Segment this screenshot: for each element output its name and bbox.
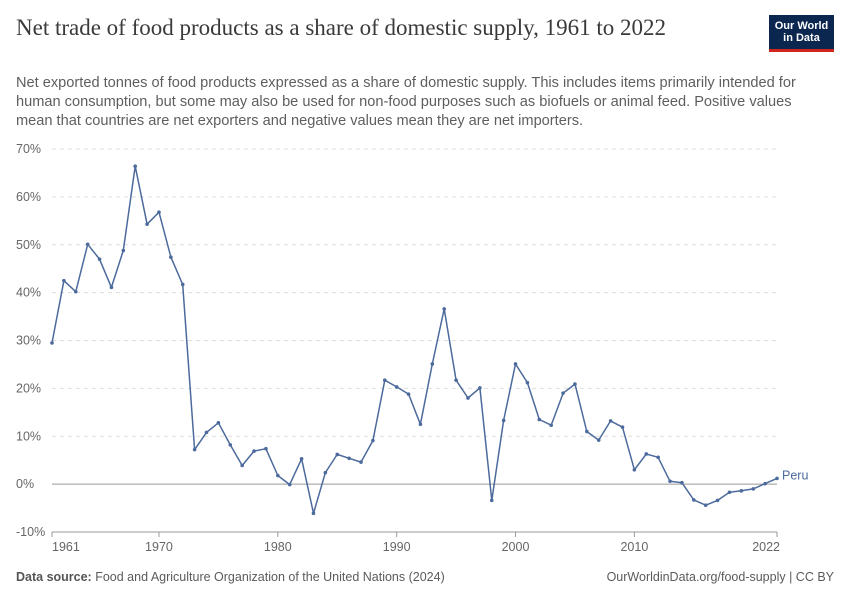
data-point xyxy=(751,487,756,491)
y-axis-tick-labels: -10% 0% 10% 20% 30% 40% 50% 60% 70% xyxy=(16,142,45,539)
y-tick-label: 30% xyxy=(16,334,41,348)
data-point xyxy=(549,423,553,428)
data-point xyxy=(585,429,589,434)
data-point xyxy=(204,430,209,435)
data-point xyxy=(216,421,221,425)
source-text: Food and Agriculture Organization of the… xyxy=(95,570,445,584)
data-point xyxy=(192,447,197,452)
data-point xyxy=(299,456,304,461)
series-label-peru: Peru xyxy=(782,468,808,482)
data-point xyxy=(335,452,340,457)
data-point xyxy=(537,417,542,422)
data-point xyxy=(763,481,767,486)
data-point xyxy=(264,446,268,451)
data-point xyxy=(228,443,233,447)
data-point xyxy=(180,282,185,287)
y-tick-label: 20% xyxy=(16,381,41,395)
data-point xyxy=(561,391,565,395)
data-point xyxy=(347,456,351,461)
data-point xyxy=(73,289,78,294)
y-tick-label: 60% xyxy=(16,190,41,204)
data-point xyxy=(169,255,173,259)
data-point xyxy=(727,490,732,495)
x-tick-label: 1961 xyxy=(52,540,80,554)
footer-link[interactable]: OurWorldinData.org/food-supply | CC BY xyxy=(606,570,834,584)
x-tick-label: 1980 xyxy=(264,540,292,554)
data-point xyxy=(466,396,470,400)
series-peru: Peru xyxy=(50,164,808,516)
x-tick-label: 2010 xyxy=(620,540,648,554)
data-point xyxy=(311,511,316,516)
data-point xyxy=(620,425,625,429)
data-point xyxy=(252,449,256,453)
data-point xyxy=(489,498,494,503)
data-point xyxy=(680,480,684,485)
data-point xyxy=(85,242,90,247)
y-tick-label: 10% xyxy=(16,429,41,443)
data-point xyxy=(525,380,530,385)
data-point xyxy=(739,489,744,493)
data-point xyxy=(382,378,387,383)
data-point xyxy=(703,503,708,507)
x-tick-label: 2022 xyxy=(752,540,780,554)
data-point xyxy=(109,285,114,290)
x-axis: 1961 1970 1980 1990 2000 2010 2022 xyxy=(51,531,780,554)
data-point xyxy=(644,452,649,456)
data-point xyxy=(418,422,423,427)
data-point xyxy=(157,210,161,214)
data-point xyxy=(276,473,280,478)
data-point xyxy=(478,386,482,390)
data-point xyxy=(430,362,435,366)
logo-line-1: Our World xyxy=(774,20,829,32)
footer-source: Data source: Food and Agriculture Organi… xyxy=(16,570,445,584)
data-point xyxy=(323,470,328,475)
data-point xyxy=(145,222,149,226)
data-point xyxy=(668,479,672,484)
data-point xyxy=(632,467,637,472)
data-point xyxy=(454,378,458,383)
data-point xyxy=(287,482,292,487)
data-point xyxy=(50,341,54,345)
y-tick-label: 50% xyxy=(16,238,41,252)
y-tick-label: 70% xyxy=(16,142,41,156)
data-point xyxy=(62,278,66,283)
data-point xyxy=(513,362,518,366)
data-point xyxy=(406,392,411,396)
x-tick-label: 1990 xyxy=(383,540,411,554)
data-point xyxy=(596,438,601,442)
data-point xyxy=(501,418,506,423)
logo-line-2: in Data xyxy=(783,32,820,44)
data-point xyxy=(775,476,779,481)
data-point xyxy=(97,257,102,261)
data-point xyxy=(608,419,613,423)
chart-title: Net trade of food products as a share of… xyxy=(16,15,667,40)
x-tick-label: 1970 xyxy=(145,540,173,554)
y-tick-label: -10% xyxy=(16,525,45,539)
owid-logo[interactable]: Our World in Data xyxy=(769,15,834,52)
data-point xyxy=(133,164,137,169)
data-point xyxy=(371,438,375,443)
data-point xyxy=(442,307,447,311)
chart-subtitle: Net exported tonnes of food products exp… xyxy=(16,75,796,129)
data-point xyxy=(656,455,660,460)
source-label: Data source: xyxy=(16,570,92,584)
x-tick-label: 2000 xyxy=(502,540,530,554)
data-point xyxy=(394,385,399,389)
y-tick-label: 40% xyxy=(16,286,41,300)
data-point xyxy=(240,463,244,468)
data-point xyxy=(715,498,720,503)
y-tick-label: 0% xyxy=(16,477,34,491)
data-point xyxy=(121,248,126,253)
series-line xyxy=(51,165,778,515)
data-point xyxy=(692,498,696,502)
data-point xyxy=(573,382,577,386)
grid-lines xyxy=(52,148,777,533)
data-point xyxy=(359,460,363,464)
